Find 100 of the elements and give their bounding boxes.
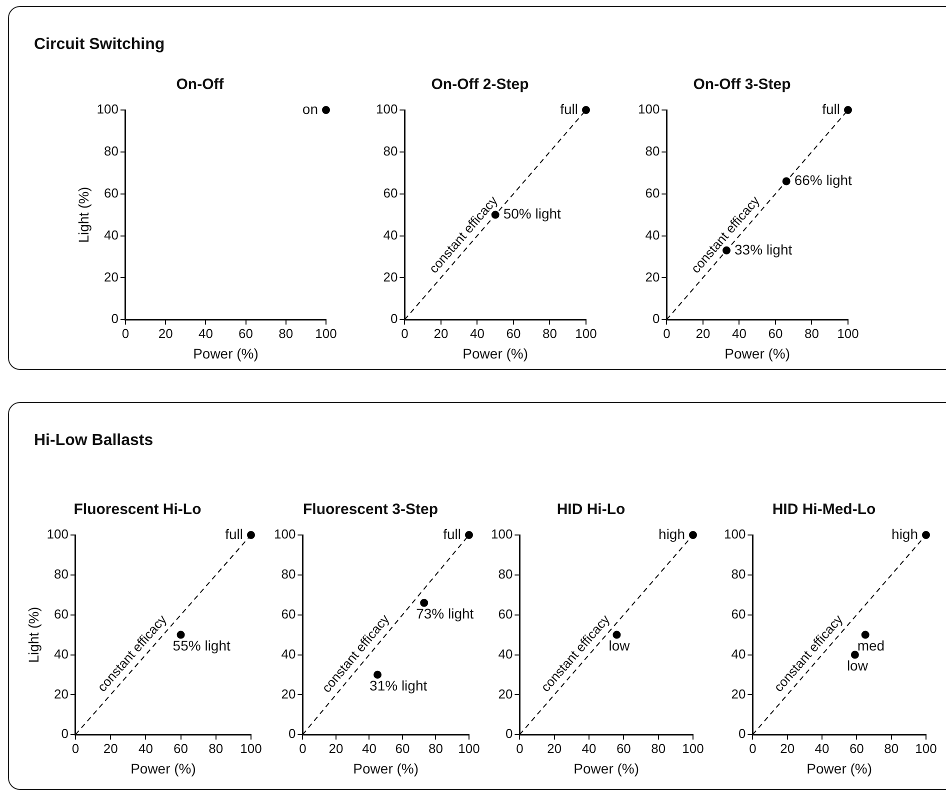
x-axis-title: Power (%) [574, 760, 640, 776]
chart-title: HID Hi-Med-Lo [772, 501, 876, 518]
x-tick-label: 40 [814, 740, 830, 756]
annotation: 50% light [503, 206, 562, 222]
chart-title: Fluorescent Hi-Lo [74, 501, 202, 518]
x-tick-label: 0 [749, 740, 756, 756]
chart-title: HID Hi-Lo [556, 501, 626, 518]
x-tick-label: 100 [915, 740, 937, 756]
x-tick-label: 20 [696, 326, 710, 341]
y-tick-label: 40 [731, 646, 746, 662]
point [782, 177, 790, 186]
y-tick-label: 40 [383, 227, 398, 242]
x-tick-label: 60 [616, 740, 631, 756]
y-tick-label: 60 [645, 185, 660, 200]
x-tick-label: 60 [238, 326, 254, 341]
y-tick-label: 60 [54, 606, 68, 622]
y-tick-label: 60 [731, 606, 746, 622]
x-tick-label: 60 [395, 740, 410, 756]
y-tick-label: 100 [724, 526, 746, 542]
y-tick-label: 0 [61, 726, 68, 742]
annotation: 66% light [794, 172, 852, 188]
y-tick-label: 20 [383, 269, 398, 284]
y-tick-label: 80 [731, 566, 746, 582]
y-axis-title: Light (%) [75, 186, 92, 243]
x-axis-title: Power (%) [353, 760, 419, 776]
annotation: full [225, 526, 243, 542]
x-tick-label: 20 [547, 740, 562, 756]
annotation: 55% light [172, 638, 230, 654]
point [922, 531, 930, 539]
y-tick-label: 20 [731, 686, 746, 702]
y-tick-label: 80 [383, 144, 398, 158]
annotation: low [846, 658, 869, 674]
annotation: med [857, 638, 885, 654]
x-tick-label: 100 [682, 740, 704, 756]
annotation: low [608, 638, 631, 654]
y-tick-label: 0 [288, 726, 296, 742]
chart-title: On-Off 2-Step [431, 76, 529, 94]
y-tick-label: 40 [498, 646, 513, 662]
y-tick-label: 100 [274, 526, 296, 542]
y-tick-label: 80 [104, 144, 118, 158]
y-tick-label: 40 [645, 227, 660, 242]
x-tick-label: 100 [458, 740, 480, 756]
y-tick-label: 40 [281, 646, 296, 662]
x-axis-title: Power (%) [806, 760, 872, 776]
x-tick-label: 40 [138, 740, 153, 756]
y-tick-label: 0 [652, 311, 660, 326]
y-tick-label: 60 [383, 185, 398, 200]
annotation: high [892, 526, 918, 542]
y-tick-label: 0 [505, 726, 513, 742]
point [861, 630, 870, 639]
y-tick-label: 80 [498, 566, 513, 582]
annotation: full [560, 100, 578, 117]
point [374, 670, 382, 679]
annotation: full [443, 526, 461, 542]
x-tick-label: 60 [768, 326, 783, 341]
annotation: full [822, 100, 840, 117]
x-tick-label: 0 [122, 326, 130, 341]
x-tick-label: 80 [428, 740, 443, 756]
chart-title: Fluorescent 3-Step [302, 501, 438, 518]
chart-title: On-Off 3-Step [693, 76, 791, 94]
y-axis-title: Light (%) [25, 606, 42, 663]
x-axis-title: Power (%) [462, 345, 528, 362]
y-tick-label: 100 [376, 102, 398, 117]
annotation: 33% light [734, 241, 792, 258]
y-tick-label: 100 [490, 526, 513, 542]
annotation: high [658, 526, 685, 542]
y-tick-label: 20 [54, 686, 68, 702]
y-tick-label: 20 [281, 686, 296, 702]
x-tick-label: 80 [884, 740, 899, 756]
x-tick-label: 20 [434, 326, 448, 341]
y-tick-label: 40 [54, 646, 68, 662]
annotation: on [302, 100, 318, 117]
y-tick-label: 80 [645, 144, 660, 158]
x-tick-label: 0 [516, 740, 524, 756]
x-tick-label: 40 [470, 326, 484, 341]
y-tick-label: 20 [645, 269, 660, 284]
annotation: 31% light [370, 678, 428, 694]
x-tick-label: 0 [401, 326, 408, 341]
x-tick-label: 80 [542, 326, 557, 341]
point [844, 106, 852, 114]
x-tick-label: 80 [804, 326, 819, 341]
point [420, 598, 428, 607]
y-tick-label: 40 [104, 227, 118, 242]
x-axis-title: Power (%) [724, 345, 790, 362]
y-tick-label: 0 [390, 311, 398, 326]
x-tick-label: 40 [582, 740, 596, 756]
y-tick-label: 100 [96, 102, 118, 117]
y-tick-label: 20 [498, 686, 513, 702]
annotation: 73% light [416, 606, 474, 622]
x-tick-label: 40 [198, 326, 213, 341]
x-tick-label: 0 [663, 326, 670, 341]
x-tick-label: 100 [315, 326, 337, 341]
y-tick-label: 100 [638, 102, 660, 117]
point [465, 531, 473, 539]
y-tick-label: 80 [54, 566, 68, 582]
y-tick-label: 20 [104, 269, 118, 284]
text: Circuit Switching [34, 36, 165, 54]
x-tick-label: 20 [158, 326, 173, 341]
x-tick-label: 60 [849, 740, 864, 756]
x-tick-label: 40 [362, 740, 376, 756]
